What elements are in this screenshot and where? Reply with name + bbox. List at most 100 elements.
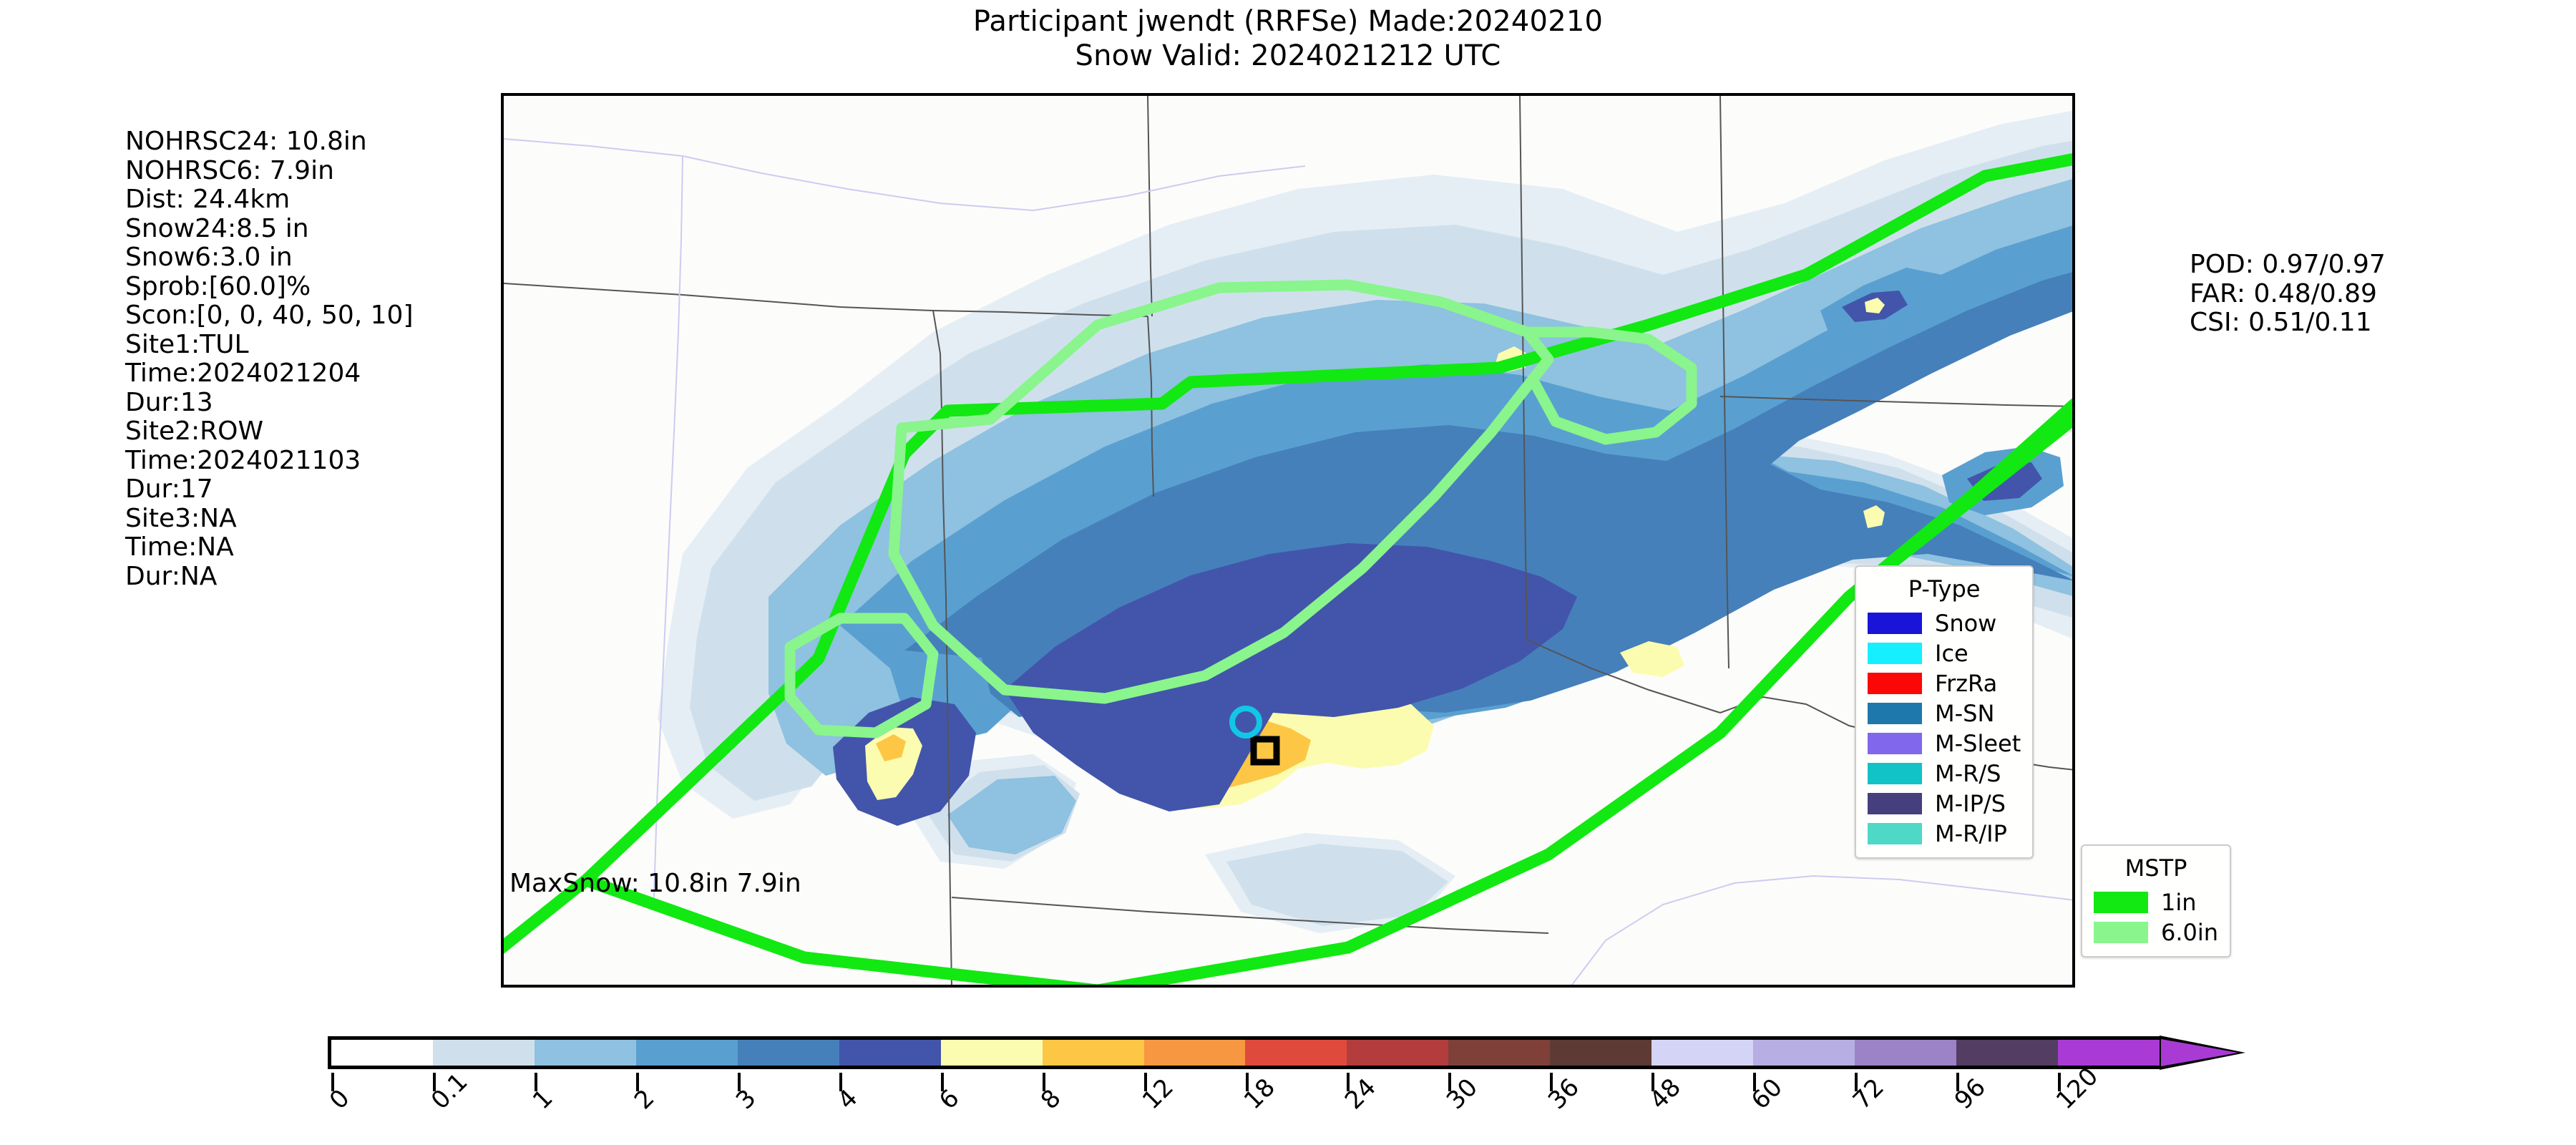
legend-item-ice[interactable]: Ice: [1868, 638, 2021, 668]
colorbar-segment-8: [1143, 1040, 1246, 1066]
colorbar-segment-0: [331, 1040, 433, 1066]
colorbar-tick-3: [635, 1073, 639, 1091]
secondary-boundaries: [504, 138, 2072, 985]
observation-point-circle-marker[interactable]: [1229, 706, 1262, 739]
swatch-frzra: [1868, 673, 1922, 694]
colorbar-tick-4: [737, 1073, 741, 1091]
mstp-contour-6in-east: [1521, 326, 1697, 445]
colorbar-tick-label-12: 12: [1136, 1073, 1179, 1116]
label-m-r-s: M-R/S: [1935, 760, 2001, 787]
colorbar-segment-2: [534, 1040, 636, 1066]
colorbar-tick-1: [432, 1073, 436, 1091]
colorbar-segment-17: [2057, 1040, 2160, 1066]
label-snow: Snow: [1935, 610, 1997, 637]
forecast-info-panel: NOHRSC24: 10.8in NOHRSC6: 7.9in Dist: 24…: [125, 127, 414, 591]
swatch-snow: [1868, 613, 1922, 634]
colorbar-extend-arrow-fill: [2161, 1039, 2238, 1066]
legend-item-m-sn[interactable]: M-SN: [1868, 698, 2021, 729]
legend-item-m-sleet[interactable]: M-Sleet: [1868, 729, 2021, 759]
swatch-m-ip-s: [1868, 793, 1922, 814]
mstp-contour-6in-west: [784, 613, 939, 739]
colorbar-tick-label-30: 30: [1441, 1073, 1484, 1116]
colorbar-tick-8: [1143, 1073, 1147, 1091]
colorbar-segments: [328, 1036, 2160, 1069]
colorbar-tick-0: [331, 1073, 334, 1091]
colorbar-tick-16: [1956, 1073, 1960, 1091]
swatch-mstp-6in: [2094, 922, 2148, 943]
colorbar-tick-label-4: 4: [831, 1083, 864, 1116]
forecast-point-square-marker[interactable]: [1250, 736, 1280, 766]
snowfall-contour-map: [504, 96, 2072, 985]
swatch-m-sn: [1868, 703, 1922, 724]
swatch-ice: [1868, 643, 1922, 664]
colorbar-tick-label-60: 60: [1746, 1073, 1789, 1116]
mstp-legend[interactable]: MSTP 1in 6.0in: [2081, 844, 2232, 958]
label-m-ip-s: M-IP/S: [1935, 790, 2006, 817]
label-m-sleet: M-Sleet: [1935, 730, 2021, 757]
max-snow-annotation: MaxSnow: 10.8in 7.9in: [509, 869, 801, 898]
colorbar-tick-17: [2058, 1073, 2062, 1091]
colorbar-segment-6: [940, 1040, 1043, 1066]
legend-item-mstp-1in[interactable]: 1in: [2094, 887, 2218, 917]
colorbar-tick-label-48: 48: [1644, 1073, 1687, 1116]
colorbar-tick-12: [1550, 1073, 1553, 1091]
colorbar-tick-label-2: 2: [628, 1083, 660, 1116]
contour-core-inner: [1005, 543, 1577, 812]
contour-band-6in-ne: [1863, 505, 1885, 528]
swatch-m-r-s: [1868, 763, 1922, 784]
colorbar-tick-label-36: 36: [1543, 1073, 1586, 1116]
swatch-mstp-1in: [2094, 892, 2148, 913]
colorbar-tick-label-72: 72: [1848, 1073, 1890, 1116]
legend-item-snow[interactable]: Snow: [1868, 608, 2021, 638]
colorbar-tick-label-18: 18: [1238, 1073, 1281, 1116]
ptype-legend[interactable]: P-Type Snow Ice FrzRa M-SN M-Sleet M-R/S…: [1855, 565, 2034, 859]
colorbar-segment-5: [839, 1040, 941, 1066]
label-mstp-6in: 6.0in: [2161, 919, 2219, 946]
colorbar-segment-11: [1448, 1040, 1551, 1066]
colorbar-segment-9: [1245, 1040, 1347, 1066]
colorbar-tick-6: [940, 1073, 944, 1091]
mstp-contour-6in-main: [888, 279, 1554, 704]
label-ice: Ice: [1935, 640, 1968, 667]
colorbar-tick-label-8: 8: [1035, 1083, 1067, 1116]
ptype-legend-title: P-Type: [1908, 575, 1981, 603]
colorbar-segment-13: [1652, 1040, 1754, 1066]
colorbar-tick-label-120: 120: [2051, 1062, 2104, 1116]
colorbar-tick-15: [1855, 1073, 1858, 1091]
swatch-m-sleet: [1868, 733, 1922, 754]
colorbar-tick-2: [534, 1073, 537, 1091]
swatch-m-r-ip: [1868, 823, 1922, 844]
label-m-sn: M-SN: [1935, 700, 1995, 727]
colorbar-tick-label-1: 1: [527, 1083, 559, 1116]
colorbar-tick-label-0: 0: [324, 1083, 356, 1116]
colorbar-tick-5: [839, 1073, 842, 1091]
colorbar-segment-1: [432, 1040, 535, 1066]
colorbar-segment-12: [1550, 1040, 1652, 1066]
colorbar-segment-15: [1855, 1040, 1956, 1066]
colorbar-tick-13: [1652, 1073, 1655, 1091]
title-line-2: Snow Valid: 2024021212 UTC: [1075, 39, 1501, 72]
colorbar-segment-10: [1347, 1040, 1449, 1066]
colorbar-segment-16: [1956, 1040, 2058, 1066]
colorbar-tick-label-6: 6: [933, 1083, 965, 1116]
title-line-1: Participant jwendt (RRFSe) Made:20240210: [972, 5, 1604, 38]
legend-item-frzra[interactable]: FrzRa: [1868, 668, 2021, 698]
colorbar-tick-label-96: 96: [1949, 1073, 1991, 1116]
mstp-legend-title: MSTP: [2124, 854, 2187, 882]
legend-item-m-ip-s[interactable]: M-IP/S: [1868, 789, 2021, 819]
colorbar-segment-14: [1753, 1040, 1855, 1066]
snowfall-map-axes[interactable]: MaxSnow: 10.8in 7.9in: [501, 93, 2075, 988]
snowfall-colorbar[interactable]: 0 0.1 1 2 3 4 6 8 12 18 24 30 36 48 60 72 96 120: [324, 1036, 2247, 1144]
colorbar-tick-label-3: 3: [730, 1083, 762, 1116]
legend-item-mstp-6in[interactable]: 6.0in: [2094, 917, 2218, 947]
label-frzra: FrzRa: [1935, 670, 1998, 697]
verification-scores-panel: POD: 0.97/0.97 FAR: 0.48/0.89 CSI: 0.51/…: [2190, 250, 2386, 337]
legend-item-m-r-ip[interactable]: M-R/IP: [1868, 819, 2021, 849]
mstp-contour-1in-lower: [580, 412, 2072, 985]
colorbar-tick-14: [1753, 1073, 1757, 1091]
label-mstp-1in: 1in: [2161, 889, 2197, 916]
legend-item-m-r-s[interactable]: M-R/S: [1868, 759, 2021, 789]
mstp-contour-1in-right: [1843, 398, 2072, 603]
label-m-r-ip: M-R/IP: [1935, 820, 2007, 847]
colorbar-tick-7: [1042, 1073, 1045, 1091]
